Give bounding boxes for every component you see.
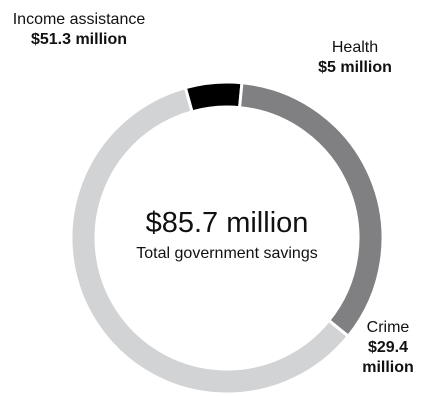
center-total-caption: Total government savings <box>136 245 318 262</box>
label-income-assistance: Income assistance $51.3 million <box>0 10 158 50</box>
slice-health <box>183 80 244 114</box>
label-income-assistance-value: $51.3 million <box>30 31 128 48</box>
label-health-value: $5 million <box>318 59 392 76</box>
label-health-name: Health <box>331 39 379 56</box>
label-crime-name: Crime <box>366 319 410 336</box>
label-income-assistance-name: Income assistance <box>12 11 146 28</box>
label-health: Health $5 million <box>310 38 400 78</box>
slice-income-assistance <box>69 85 351 396</box>
label-crime-value: $29.4 million <box>362 339 414 376</box>
center-total-value: $85.7 million <box>145 207 309 239</box>
label-crime: Crime $29.4 million <box>352 318 424 378</box>
